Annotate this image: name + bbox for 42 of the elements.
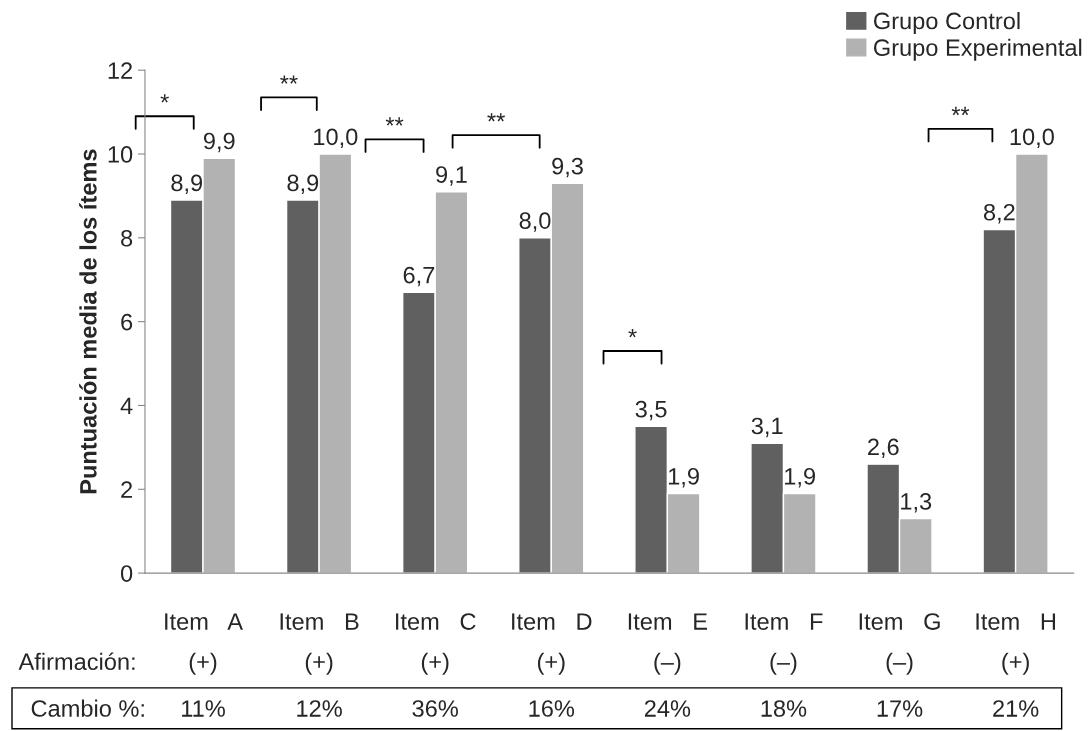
x-tick-label: Item H (+) 21% bbox=[976, 613, 1056, 717]
data-label: 8,0 bbox=[519, 212, 551, 232]
annotation: ** bbox=[385, 117, 404, 126]
y-tick-label: 6 bbox=[121, 313, 133, 331]
data-label: 1,3 bbox=[901, 493, 932, 513]
x-tick-label: Item E (–) 24% bbox=[628, 613, 708, 717]
data-label: 8,9 bbox=[171, 174, 203, 195]
text: Afirmación: bbox=[18, 652, 135, 671]
text: Cambio %: bbox=[31, 699, 144, 717]
annotation: ** bbox=[487, 113, 505, 122]
y-tick-label: 0 bbox=[120, 565, 133, 582]
data-label: 2,6 bbox=[868, 438, 899, 459]
data-label: 3,1 bbox=[751, 417, 783, 438]
legend-label: Grupo Experimental bbox=[874, 38, 1082, 61]
annotation: ** bbox=[280, 75, 298, 84]
data-label: 10,0 bbox=[1010, 128, 1054, 148]
data-label: 8,9 bbox=[287, 174, 319, 195]
y-tick-label: 10 bbox=[108, 146, 133, 163]
x-tick-label: Item G (–) 17% bbox=[859, 613, 940, 717]
x-tick-label: Item B (+) 12% bbox=[280, 613, 359, 717]
legend-label: Grupo Control bbox=[874, 11, 1020, 34]
annotation: * bbox=[628, 329, 637, 338]
data-label: 10,0 bbox=[314, 128, 358, 148]
x-tick-label: Item D (+) 16% bbox=[512, 613, 592, 717]
x-tick-label: Item A (+) 11% bbox=[165, 613, 243, 717]
data-label: 8,2 bbox=[983, 203, 1015, 224]
annotation: ** bbox=[951, 106, 970, 116]
y-tick-label: 4 bbox=[120, 397, 133, 415]
y-axis-title: Puntuación media de los ítems bbox=[79, 149, 97, 494]
data-label: 3,5 bbox=[635, 400, 667, 421]
data-label: 9,1 bbox=[436, 166, 467, 186]
data-label: 6,7 bbox=[403, 266, 435, 287]
data-label: 1,9 bbox=[669, 467, 699, 488]
data-label: 9,9 bbox=[203, 132, 235, 153]
y-tick-label: 12 bbox=[108, 62, 132, 79]
y-tick-label: 2 bbox=[121, 481, 132, 498]
x-tick-label: Item F (–) 18% bbox=[745, 613, 823, 717]
data-label: 1,9 bbox=[785, 467, 815, 488]
x-tick-label: Item C (+) 36% bbox=[396, 613, 476, 717]
annotation: * bbox=[160, 94, 169, 103]
data-label: 9,3 bbox=[552, 157, 583, 178]
y-tick-label: 8 bbox=[121, 229, 133, 247]
